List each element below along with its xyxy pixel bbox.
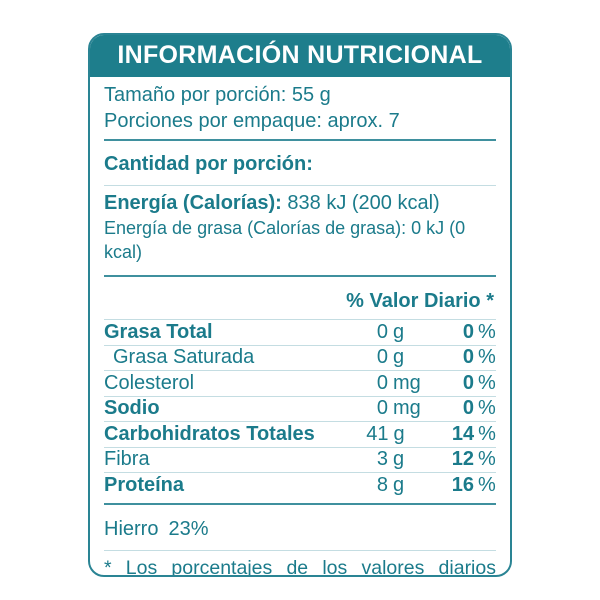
amount-value: 0 <box>376 320 388 343</box>
percent-sign: % <box>478 397 496 420</box>
nutrient-row-fiber: Fibra 3 g 12 % <box>104 446 496 473</box>
amount-value: 0 <box>376 371 388 394</box>
nutrient-name: Proteína <box>104 473 185 496</box>
divider-iron <box>104 549 496 551</box>
percent-sign: % <box>478 448 496 471</box>
label-title: INFORMACIÓN NUTRICIONAL <box>117 40 483 69</box>
daily-value: 0 <box>462 397 474 420</box>
amount-unit: g <box>393 422 405 445</box>
amount-unit: g <box>393 448 405 471</box>
nutrition-label: INFORMACIÓN NUTRICIONAL Tamaño por porci… <box>88 33 512 577</box>
amount-per-serving-heading: Cantidad por porción: <box>104 153 313 175</box>
daily-value-column-header: % Valor Diario * <box>346 290 494 312</box>
nutrient-row-total-carbohydrate: Carbohidratos Totales 41 g 14 % <box>104 421 496 447</box>
label-header: INFORMACIÓN NUTRICIONAL <box>90 35 510 77</box>
energy-line: Energía (Calorías): 838 kJ (200 kcal) <box>104 186 496 216</box>
nutrient-name: Grasa Saturada <box>113 346 255 369</box>
percent-sign: % <box>478 473 496 496</box>
iron-value: 23% <box>168 517 209 540</box>
nutrient-row-saturated-fat: Grasa Saturada 0 g 0 % <box>104 344 496 371</box>
nutrient-name: Sodio <box>104 397 160 420</box>
nutrient-name: Grasa Total <box>104 320 213 343</box>
iron-label: Hierro <box>104 517 159 540</box>
nutrient-row-cholesterol: Colesterol 0 mg 0 % <box>104 370 496 396</box>
daily-value: 16 <box>451 473 474 496</box>
amount-value: 41 <box>366 422 389 445</box>
amount-value: 0 <box>376 397 388 420</box>
amount-unit: g <box>393 346 405 369</box>
percent-sign: % <box>478 371 496 394</box>
fat-energy-line: Energía de grasa (Calorías de grasa): 0 … <box>104 218 466 262</box>
serving-size-line: Tamaño por porción: 55 g <box>104 84 331 106</box>
label-body: Tamaño por porción: 55 g Porciones por e… <box>90 77 510 577</box>
divider-nutrients <box>104 502 496 505</box>
energy-value: 838 kJ (200 kcal) <box>287 192 440 214</box>
percent-sign: % <box>478 346 496 369</box>
iron-line: Hierro 23% <box>104 510 496 550</box>
divider-amount-heading <box>104 185 496 186</box>
divider-serving <box>104 139 496 141</box>
servings-per-package-line: Porciones por empaque: aprox. 7 <box>104 110 400 132</box>
nutrient-row-sodium: Sodio 0 mg 0 % <box>104 395 496 422</box>
nutrient-row-total-fat: Grasa Total 0 g 0 % <box>104 319 496 345</box>
amount-value: 8 <box>376 473 388 496</box>
nutrient-name: Colesterol <box>104 371 195 394</box>
amount-unit: mg <box>393 397 421 420</box>
daily-value: 12 <box>451 448 474 471</box>
nutrient-row-protein: Proteína 8 g 16 % <box>104 472 496 498</box>
amount-unit: mg <box>393 371 421 394</box>
percent-sign: % <box>478 320 496 343</box>
daily-value-footnote: * Los porcentajes de los valores diarios… <box>104 556 496 577</box>
daily-value: 0 <box>462 320 474 343</box>
daily-value: 0 <box>462 371 474 394</box>
amount-unit: g <box>393 473 405 496</box>
amount-unit: g <box>393 320 405 343</box>
amount-value: 0 <box>376 346 388 369</box>
nutrient-name: Fibra <box>104 448 150 471</box>
nutrient-name: Carbohidratos Totales <box>104 422 315 445</box>
daily-value: 14 <box>451 422 475 445</box>
amount-value: 3 <box>376 448 388 471</box>
energy-label: Energía (Calorías): <box>104 192 282 214</box>
divider-energy <box>104 275 496 277</box>
daily-value: 0 <box>462 346 474 369</box>
percent-sign: % <box>478 422 496 445</box>
